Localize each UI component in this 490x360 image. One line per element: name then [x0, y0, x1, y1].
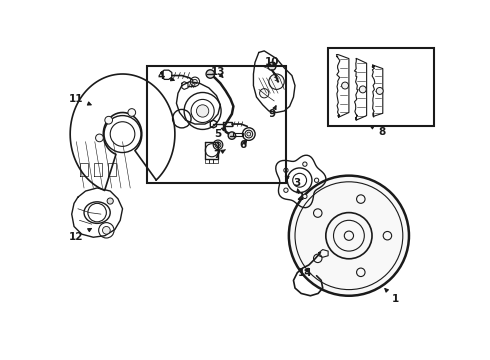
Text: 10: 10: [265, 58, 279, 67]
Circle shape: [260, 89, 269, 98]
Circle shape: [315, 178, 318, 183]
Text: 7: 7: [213, 150, 225, 160]
Circle shape: [383, 231, 392, 240]
Text: 4: 4: [157, 71, 174, 81]
Circle shape: [247, 132, 251, 136]
Text: 12: 12: [69, 229, 91, 242]
Circle shape: [128, 109, 136, 116]
Circle shape: [376, 87, 383, 94]
Circle shape: [303, 162, 307, 166]
Text: 1: 1: [385, 289, 399, 304]
Circle shape: [284, 188, 288, 192]
Circle shape: [196, 105, 209, 117]
Circle shape: [314, 254, 322, 262]
Circle shape: [105, 116, 113, 124]
Circle shape: [107, 198, 113, 204]
Circle shape: [344, 231, 353, 240]
Circle shape: [268, 62, 276, 70]
Circle shape: [228, 132, 236, 139]
Circle shape: [357, 195, 365, 203]
Circle shape: [217, 143, 220, 146]
Circle shape: [342, 82, 348, 89]
Circle shape: [206, 70, 215, 78]
Text: 9: 9: [269, 106, 276, 119]
Circle shape: [359, 86, 366, 93]
Text: 2: 2: [296, 189, 303, 202]
Text: 13: 13: [211, 67, 225, 77]
Bar: [328, 48, 434, 126]
Text: 11: 11: [69, 94, 91, 105]
Circle shape: [303, 194, 307, 198]
Circle shape: [96, 134, 103, 142]
Circle shape: [193, 80, 197, 84]
Circle shape: [314, 209, 322, 217]
Text: 5: 5: [215, 127, 225, 139]
Circle shape: [284, 168, 288, 172]
Circle shape: [357, 268, 365, 276]
Text: 6: 6: [240, 140, 247, 150]
Circle shape: [102, 226, 110, 234]
Bar: [147, 66, 286, 183]
Circle shape: [269, 74, 284, 89]
Text: 3: 3: [285, 176, 301, 188]
Text: 14: 14: [298, 268, 312, 278]
Circle shape: [289, 176, 409, 296]
Text: 8: 8: [370, 126, 386, 137]
